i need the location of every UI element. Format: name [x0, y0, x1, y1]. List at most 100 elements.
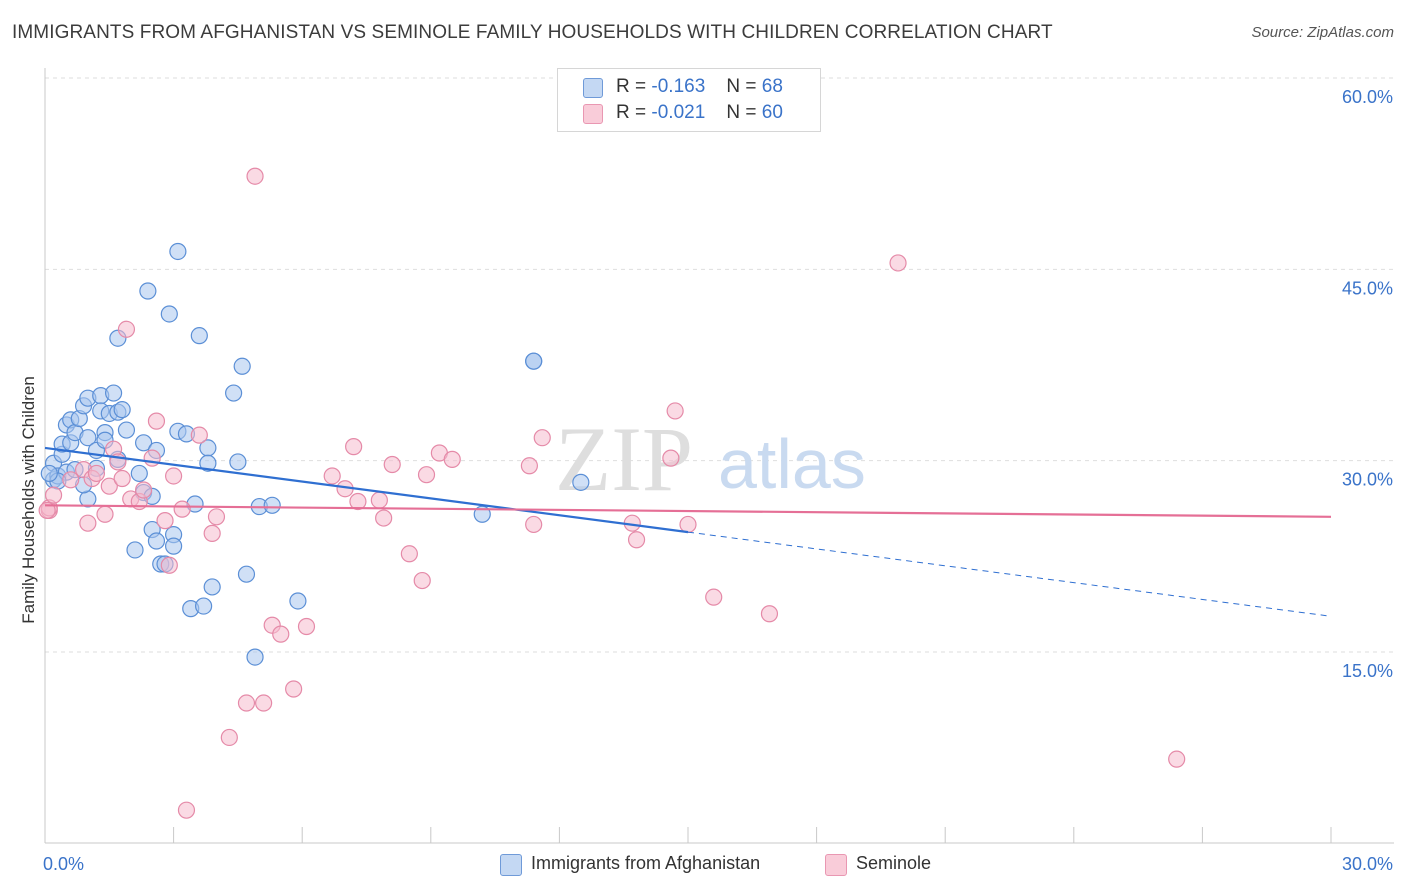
data-point-seminole [255, 694, 273, 712]
data-point-seminole [285, 680, 303, 698]
data-point-seminole [190, 426, 208, 444]
legend-label-afghanistan: Immigrants from Afghanistan [531, 853, 761, 873]
data-point-seminole [705, 588, 723, 606]
source-label: Source: ZipAtlas.com [1251, 24, 1394, 41]
y-tick-label: 15.0% [1342, 661, 1393, 681]
y-tick-label: 60.0% [1342, 87, 1393, 107]
n-label: N = [726, 102, 757, 123]
y-axis-label: Family Households with Children [19, 376, 38, 624]
data-point-seminole [525, 515, 543, 534]
data-point-seminole [413, 571, 431, 590]
data-point-seminole [679, 515, 697, 534]
data-point-seminole [117, 320, 136, 338]
data-point-seminole [203, 524, 221, 542]
data-point-seminole [62, 471, 80, 489]
chart-title: IMMIGRANTS FROM AFGHANISTAN VS SEMINOLE … [12, 22, 1053, 43]
data-point-seminole [156, 512, 174, 530]
data-point-afghanistan [233, 357, 251, 375]
data-point-seminole [134, 481, 153, 499]
r-value: -0.021 [651, 102, 706, 123]
data-point-seminole [443, 450, 461, 468]
data-point-seminole [173, 500, 191, 518]
legend-text-seminole: R = -0.021 N = 60 [616, 102, 783, 124]
data-point-seminole [627, 531, 646, 549]
y-tick-label: 45.0% [1342, 278, 1393, 298]
series-afghanistan-points [40, 242, 590, 666]
r-label: R = [616, 102, 647, 123]
tick-labels: 15.0% 30.0% 45.0% 60.0% 0.0% 30.0% [43, 87, 1393, 874]
correlation-legend: R = -0.163 N = 68 R = -0.021 N = 60 [557, 68, 821, 132]
data-point-seminole [323, 467, 341, 485]
data-point-seminole [272, 625, 290, 643]
data-point-seminole [760, 605, 779, 623]
data-point-seminole [44, 486, 63, 504]
data-point-seminole [345, 438, 363, 456]
data-point-afghanistan [147, 532, 166, 550]
x-tick-label: 30.0% [1342, 854, 1393, 874]
data-point-seminole [889, 254, 907, 272]
data-point-afghanistan [199, 454, 217, 472]
data-point-afghanistan [104, 384, 123, 402]
r-value: -0.163 [651, 76, 706, 97]
legend-label-seminole: Seminole [856, 853, 932, 873]
data-point-afghanistan [113, 401, 131, 419]
data-point-seminole [207, 508, 226, 526]
data-point-afghanistan [289, 592, 307, 610]
data-point-seminole [370, 491, 388, 509]
data-point-seminole [165, 467, 183, 485]
legend-text-afghanistan: R = -0.163 N = 68 [616, 76, 783, 98]
data-point-seminole [662, 449, 680, 467]
data-point-afghanistan [40, 464, 58, 483]
legend-swatch-pink [825, 854, 847, 876]
data-point-afghanistan [572, 473, 590, 491]
data-point-seminole [297, 617, 316, 636]
data-point-seminole [100, 477, 118, 495]
trend-line-seminole [44, 504, 1332, 518]
data-point-afghanistan [195, 597, 213, 615]
axes [44, 68, 1394, 844]
data-point-seminole [113, 469, 131, 488]
legend-swatch-blue [500, 854, 522, 876]
data-point-afghanistan [229, 453, 247, 471]
r-label: R = [616, 76, 647, 97]
n-value: 68 [761, 76, 783, 97]
data-point-afghanistan [130, 464, 148, 483]
data-point-afghanistan [246, 648, 264, 666]
n-value: 60 [761, 102, 783, 123]
data-point-seminole [147, 412, 166, 430]
data-point-seminole [1168, 750, 1186, 768]
data-point-seminole [520, 457, 538, 475]
data-point-seminole [383, 455, 401, 474]
data-point-afghanistan [263, 496, 281, 514]
y-axis-label-wrap: Family Households with Children [14, 330, 44, 670]
data-point-afghanistan [525, 352, 543, 370]
data-point-seminole [533, 429, 551, 447]
data-point-afghanistan [79, 429, 97, 447]
data-point-afghanistan [190, 327, 208, 345]
data-point-seminole [246, 167, 264, 185]
data-point-seminole [666, 402, 684, 420]
data-point-seminole [375, 509, 393, 527]
legend-swatch-pink [583, 104, 603, 124]
data-point-afghanistan [160, 305, 178, 323]
data-point-afghanistan [203, 578, 221, 596]
legend-swatch-blue [583, 78, 603, 98]
trend-line-afghanistan [44, 446, 689, 534]
data-point-seminole [417, 466, 436, 484]
data-point-seminole [177, 801, 196, 819]
x-tick-label: 0.0% [43, 854, 84, 874]
data-point-seminole [220, 728, 238, 747]
data-point-seminole [87, 464, 106, 483]
data-point-afghanistan [237, 565, 256, 583]
data-point-afghanistan [126, 541, 144, 559]
data-point-seminole [79, 514, 97, 532]
watermark-atlas: atlas [718, 425, 866, 503]
data-point-seminole [96, 505, 114, 523]
n-label: N = [726, 76, 757, 97]
data-point-seminole [237, 694, 256, 712]
data-point-seminole [400, 545, 418, 563]
data-point-seminole [160, 556, 178, 574]
watermark: ZIP atlas [555, 408, 866, 510]
y-tick-label: 30.0% [1342, 470, 1393, 490]
